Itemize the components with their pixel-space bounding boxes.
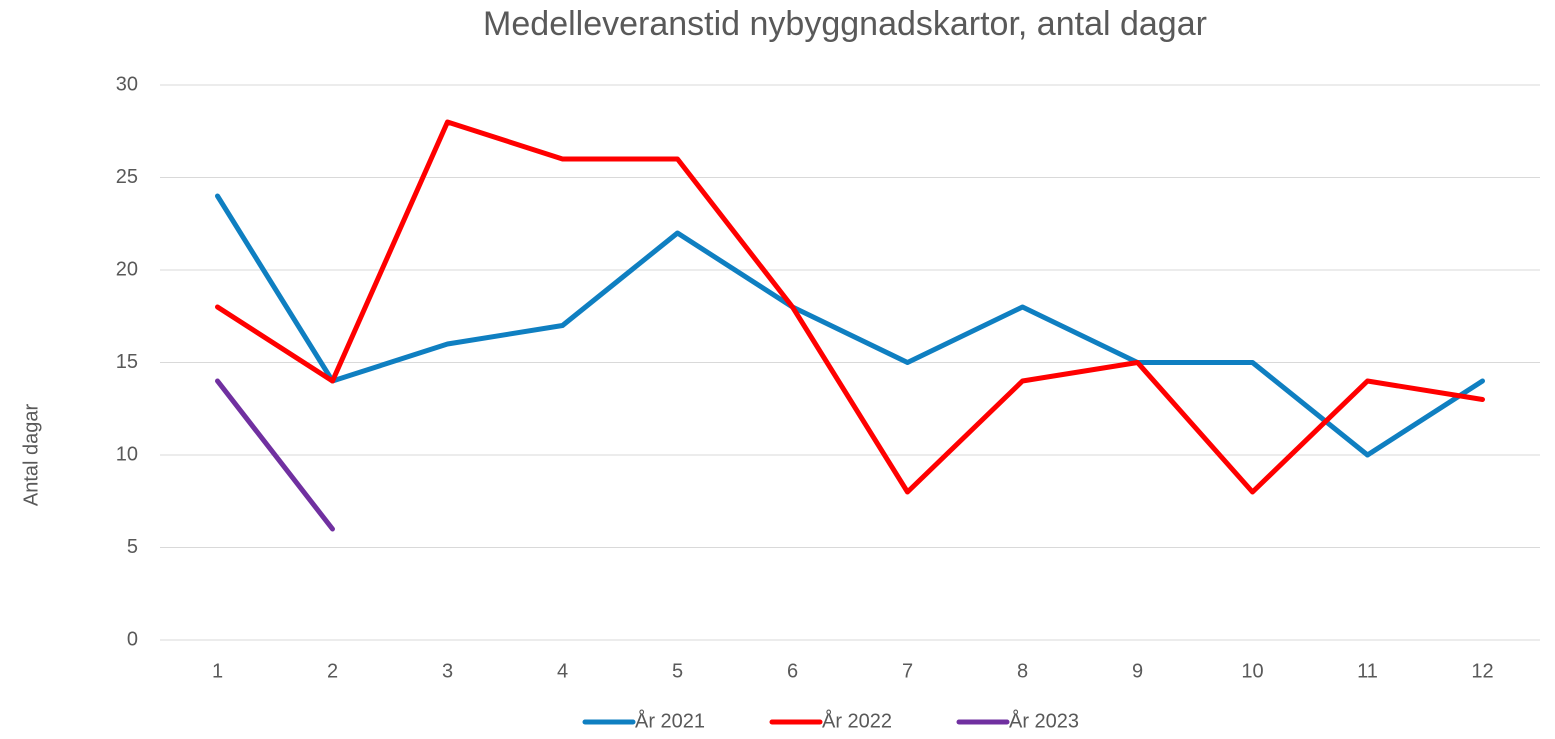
x-tick-label: 9 bbox=[1132, 660, 1143, 682]
y-axis-label: Antal dagar bbox=[20, 404, 42, 507]
x-tick-label: 1 bbox=[212, 660, 223, 682]
x-tick-label: 3 bbox=[442, 660, 453, 682]
x-tick-label: 7 bbox=[902, 660, 913, 682]
series-line bbox=[215, 193, 1485, 458]
legend-label: År 2023 bbox=[1009, 709, 1079, 732]
y-tick-label: 20 bbox=[116, 258, 138, 280]
y-tick-label: 5 bbox=[127, 536, 138, 558]
x-tick-label: 5 bbox=[672, 660, 683, 682]
y-tick-label: 15 bbox=[116, 351, 138, 373]
y-tick-label: 25 bbox=[116, 166, 138, 188]
legend-label: År 2021 bbox=[635, 709, 705, 732]
x-tick-label: 2 bbox=[327, 660, 338, 682]
series-line bbox=[215, 378, 335, 532]
x-tick-label: 6 bbox=[787, 660, 798, 682]
x-tick-label: 11 bbox=[1357, 660, 1378, 682]
y-tick-label: 10 bbox=[116, 443, 138, 465]
chart-title: Medelleveranstid nybyggnadskartor, antal… bbox=[483, 5, 1207, 43]
x-tick-label: 12 bbox=[1471, 660, 1493, 682]
x-tick-label: 4 bbox=[557, 660, 568, 682]
y-tick-label: 0 bbox=[127, 628, 138, 650]
series-line bbox=[215, 119, 1485, 495]
x-tick-label: 10 bbox=[1241, 660, 1263, 682]
legend-label: År 2022 bbox=[822, 709, 892, 732]
x-tick-label: 8 bbox=[1017, 660, 1028, 682]
y-tick-label: 30 bbox=[116, 73, 138, 95]
